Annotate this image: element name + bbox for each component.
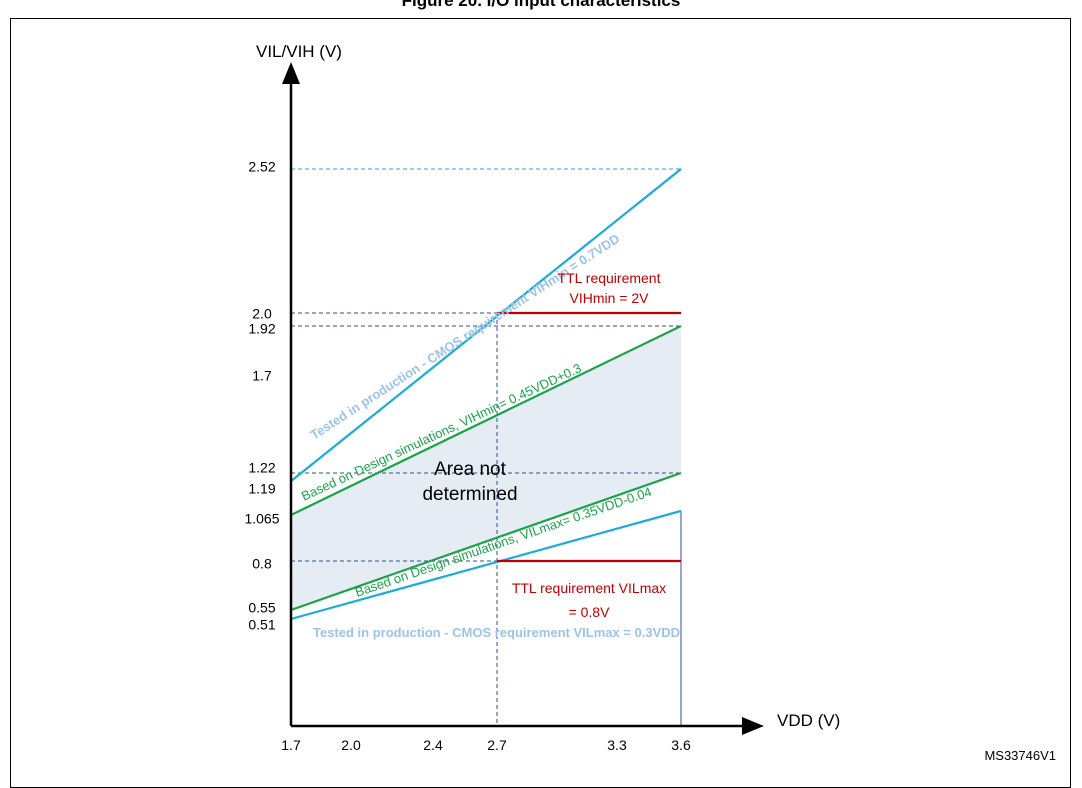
ttl-vil-label-line2: = 0.8V [569,604,611,620]
y-tick-label: 1.92 [248,321,275,337]
x-axis-label: VDD (V) [777,711,840,730]
x-tick-label: 2.4 [423,737,443,753]
series-line-cmos-vih [290,168,682,482]
figure-title: Figure 20. I/O input characteristics [401,0,681,10]
x-tick-label: 1.7 [281,737,301,753]
area-label-line2: determined [422,484,517,505]
reference-code: MS33746V1 [984,748,1056,763]
y-tick-label: 1.7 [252,368,272,384]
area-label-line1: Area not [434,459,507,480]
y-tick-label: 0.8 [252,556,272,572]
ttl-vih-label-line2: VIHmin = 2V [570,290,650,306]
cmos-vil-label: Tested in production - CMOS requirement … [313,625,680,640]
y-tick-label: 1.065 [244,511,279,527]
x-tick-label: 2.0 [341,737,361,753]
ttl-vil-label-line1: TTL requirement VILmax [512,580,666,596]
x-tick-label: 3.3 [607,737,627,753]
y-tick-label: 0.51 [248,617,275,633]
y-tick-label: 2.0 [252,306,272,322]
y-tick-label: 1.22 [248,460,275,476]
y-tick-label: 2.52 [248,159,275,175]
y-tick-label: 1.19 [248,481,275,497]
ttl-vih-label-line1: TTL requirement [558,270,661,286]
y-tick-label: 0.55 [248,600,275,616]
x-axis-arrow [742,717,764,735]
y-axis-label: VIL/VIH (V) [256,42,342,61]
y-axis-arrow [282,62,300,84]
series-line-design-vil [290,471,682,612]
series-line-design-vih [290,325,682,516]
undetermined-area [291,326,681,610]
series-line-cmos-vil [290,509,682,621]
x-tick-label: 3.6 [671,737,691,753]
x-tick-label: 2.7 [487,737,507,753]
